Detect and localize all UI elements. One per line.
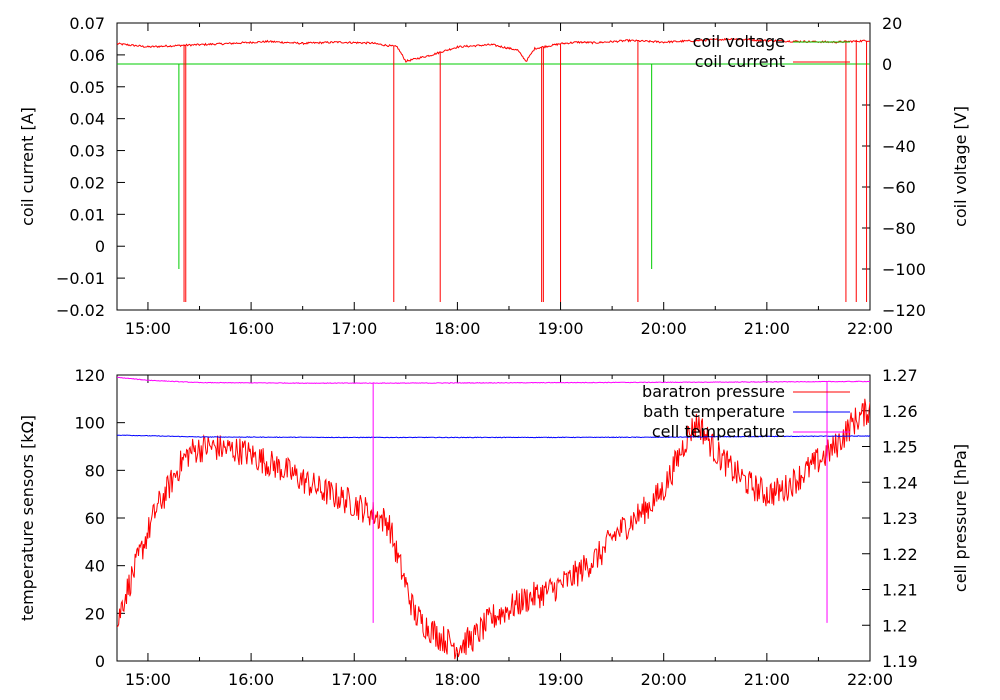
y2-tick-label: −60: [882, 178, 916, 197]
y2-tick-label: 1.25: [882, 438, 918, 457]
y2-tick-label: −120: [882, 301, 926, 320]
plot-frame: [116, 22, 871, 311]
x-tick-label: 19:00: [537, 319, 583, 338]
x-tick-label: 15:00: [125, 319, 171, 338]
x-tick-label: 22:00: [847, 670, 893, 689]
y2-axis-title: coil voltage [V]: [951, 106, 970, 227]
y-tick-label: 0.02: [69, 173, 105, 192]
legend-label: bath temperature: [643, 402, 785, 421]
legend-label: baratron pressure: [642, 382, 785, 401]
x-tick-label: 16:00: [228, 319, 274, 338]
y2-tick-label: −100: [882, 260, 926, 279]
y-tick-label: 0.05: [69, 78, 105, 97]
x-tick-label: 16:00: [228, 670, 274, 689]
y2-tick-label: 1.24: [882, 473, 918, 492]
y-tick-label: 0: [95, 237, 105, 256]
y2-tick-label: 1.26: [882, 402, 918, 421]
x-tick-label: 20:00: [641, 670, 687, 689]
y2-tick-label: 1.27: [882, 366, 918, 385]
x-tick-label: 22:00: [847, 319, 893, 338]
y-tick-label: −0.01: [56, 269, 105, 288]
x-tick-label: 17:00: [331, 670, 377, 689]
y-tick-label: 0.01: [69, 205, 105, 224]
y2-tick-label: 1.22: [882, 545, 918, 564]
series-cell-temperature: [117, 376, 870, 623]
y-tick-label: 120: [74, 366, 105, 385]
series-line-baratron-pressure: [117, 398, 870, 660]
x-tick-label: 21:00: [744, 319, 790, 338]
y-tick-label: 20: [85, 604, 105, 623]
x-tick-label: 20:00: [641, 319, 687, 338]
x-tick-label: 18:00: [434, 319, 480, 338]
y-axis-title: temperature sensors [kΩ]: [18, 415, 37, 621]
y-tick-label: 0: [95, 652, 105, 671]
y2-tick-label: −20: [882, 96, 916, 115]
temperature-pressure-chart-panel: 15:00 16:00 17:00 18:00 19:00 20:00 21:00 22:00…: [18, 366, 970, 689]
plot-area: [117, 376, 870, 660]
y2-tick-label: 0: [882, 55, 892, 74]
y2-tick-label: 1.19: [882, 652, 918, 671]
y-axis-title: coil current [A]: [18, 107, 37, 226]
coil-chart-panel: 15:00 16:00 17:00 18:00 19:00 20:00 21:00 22:00…: [18, 14, 970, 338]
series-line-bath-temperature: [117, 434, 870, 439]
x-tick-label: 21:00: [744, 670, 790, 689]
y-tick-label: 100: [74, 414, 105, 433]
y2-tick-label: −40: [882, 137, 916, 156]
y2-tick-label: 1.23: [882, 509, 918, 528]
y2-axis-title: cell pressure [hPa]: [951, 444, 970, 592]
legend-label: coil voltage: [693, 32, 785, 51]
y2-tick-label: −80: [882, 219, 916, 238]
y-tick-label: 0.04: [69, 110, 105, 129]
x-tick-label: 17:00: [331, 319, 377, 338]
y2-tick-label: 20: [882, 14, 902, 33]
y-tick-label: 80: [85, 461, 105, 480]
plot-area: [117, 37, 870, 303]
x-tick-label: 15:00: [125, 670, 171, 689]
series-baratron-pressure: [117, 398, 870, 660]
series-bath-temperature: [117, 434, 870, 439]
y2-tick-label: 1.21: [882, 581, 918, 600]
series-coil-voltage: [117, 63, 870, 269]
y-tick-label: −0.02: [56, 301, 105, 320]
y-tick-label: 0.06: [69, 46, 105, 65]
y-tick-label: 40: [85, 557, 105, 576]
y2-tick-label: 1.2: [882, 616, 907, 635]
legend-label: coil current: [695, 52, 785, 71]
x-tick-label: 19:00: [537, 670, 583, 689]
series-coil-current: [117, 37, 870, 303]
legend-label: cell temperature: [652, 422, 785, 441]
y-tick-label: 0.07: [69, 14, 105, 33]
series-line-cell-temperature: [117, 376, 870, 384]
x-tick-label: 18:00: [434, 670, 480, 689]
series-line-coil-current: [117, 37, 870, 63]
y-tick-label: 0.03: [69, 142, 105, 161]
y-tick-label: 60: [85, 509, 105, 528]
